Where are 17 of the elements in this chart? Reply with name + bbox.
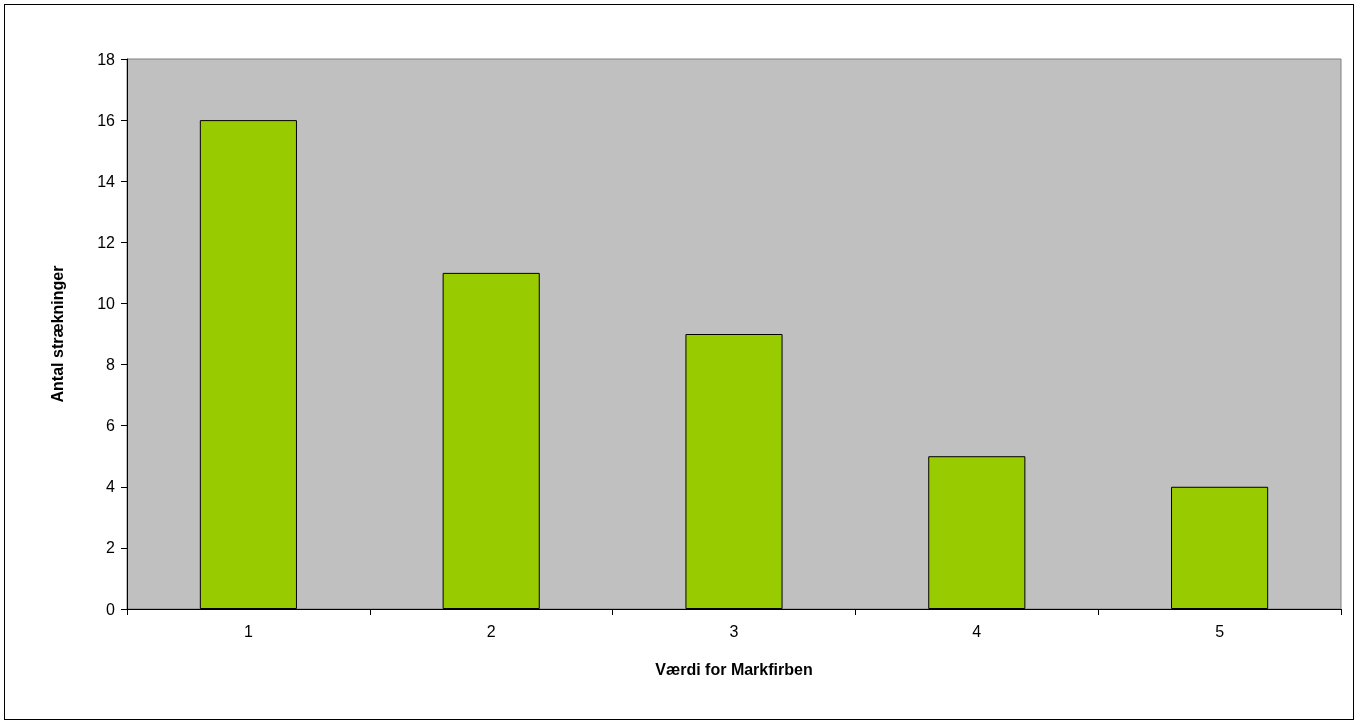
y-tick-label: 2 — [106, 539, 116, 557]
y-tick-label: 6 — [106, 417, 116, 435]
x-tick-label: 2 — [486, 622, 496, 640]
x-tick-label: 5 — [1215, 622, 1225, 640]
y-tick-label: 10 — [97, 294, 116, 312]
y-tick-label: 4 — [106, 478, 116, 496]
y-tick-label: 16 — [97, 111, 116, 129]
y-axis-title: Antal strækninger — [48, 265, 66, 403]
y-tick-label: 8 — [106, 356, 116, 374]
y-tick-label: 0 — [106, 600, 116, 618]
y-tick-label: 18 — [97, 50, 116, 68]
x-tick-label: 3 — [729, 622, 739, 640]
x-axis-title: Værdi for Markfirben — [655, 660, 813, 678]
x-tick-label: 1 — [243, 622, 253, 640]
y-tick-label: 14 — [97, 172, 116, 190]
x-tick-label: 4 — [972, 622, 982, 640]
y-tick-label: 12 — [97, 233, 116, 251]
